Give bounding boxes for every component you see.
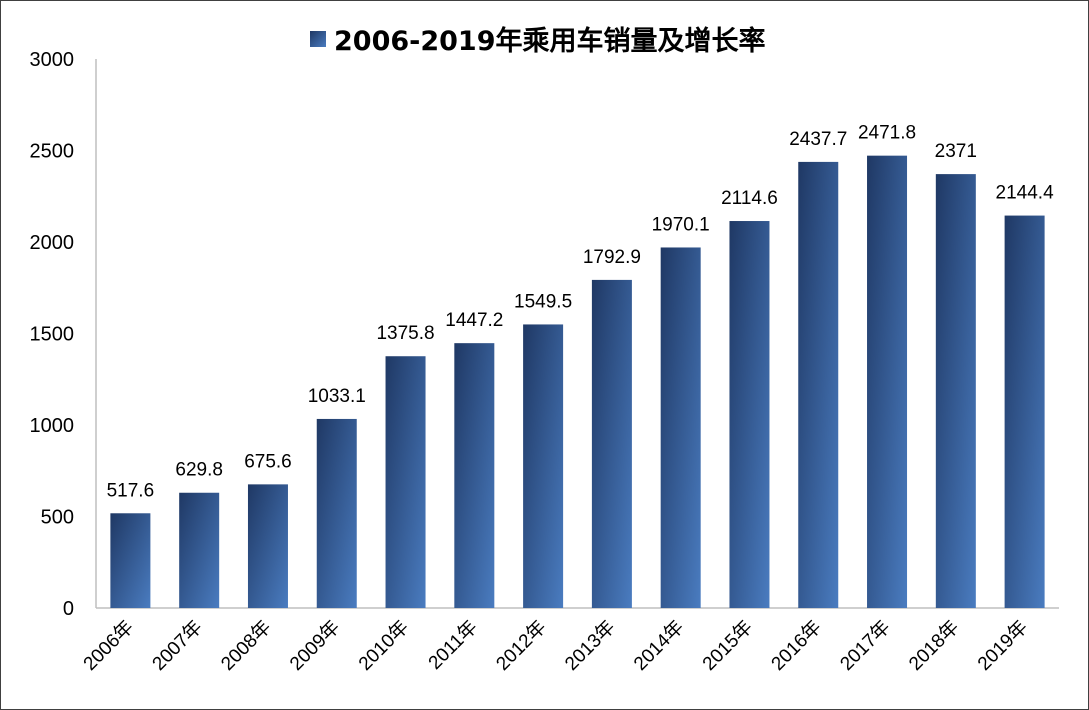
y-tick-label: 500 xyxy=(41,507,74,529)
y-tick-label: 1000 xyxy=(30,415,75,437)
data-label: 629.8 xyxy=(175,460,223,481)
bar xyxy=(591,279,632,608)
bar xyxy=(179,492,220,608)
chart-title: 2006-2019年乘用车销量及增长率 xyxy=(334,25,766,57)
data-labels: 517.6 629.8 675.6 1033.1 1375.8 1447.2 1549.5 1… xyxy=(107,123,1054,502)
bar xyxy=(247,484,288,608)
x-tick-label: 2019年 xyxy=(973,616,1032,675)
x-tick-label: 2008年 xyxy=(217,616,276,675)
legend-swatch xyxy=(310,31,326,47)
data-label: 2437.7 xyxy=(789,129,847,150)
bar xyxy=(660,247,701,609)
x-tick-label: 2011年 xyxy=(424,616,482,674)
x-tick-label: 2006年 xyxy=(79,616,138,675)
data-label: 2144.4 xyxy=(996,183,1055,204)
x-tick-label: 2018年 xyxy=(904,616,963,675)
x-tick-label: 2010年 xyxy=(354,616,413,675)
y-tick-label: 0 xyxy=(63,598,74,620)
bar xyxy=(935,174,976,608)
y-axis-ticks: 0 500 1000 1500 2000 2500 3000 xyxy=(30,49,75,620)
bar xyxy=(867,155,908,609)
y-tick-label: 2000 xyxy=(30,232,75,254)
bars xyxy=(110,155,1045,609)
data-label: 2114.6 xyxy=(721,188,778,209)
x-tick-label: 2015年 xyxy=(698,616,757,675)
data-label: 1792.9 xyxy=(583,247,641,268)
data-label: 2371 xyxy=(935,141,977,162)
x-axis-ticks: 2006年 2007年 2008年 2009年 2010年 2011年 2012年 2013年… xyxy=(79,616,1032,675)
data-label: 1033.1 xyxy=(308,386,366,407)
data-label: 1375.8 xyxy=(376,323,434,344)
x-tick-label: 2017年 xyxy=(836,616,895,675)
legend: 2006-2019年乘用车销量及增长率 xyxy=(310,25,766,57)
y-tick-label: 3000 xyxy=(30,49,75,71)
y-tick-label: 2500 xyxy=(30,141,75,163)
data-label: 2471.8 xyxy=(858,123,916,144)
bar xyxy=(316,418,357,608)
x-tick-label: 2009年 xyxy=(285,616,344,675)
y-tick-label: 1500 xyxy=(30,324,75,346)
data-label: 675.6 xyxy=(244,451,292,472)
data-label: 517.6 xyxy=(107,480,155,501)
x-tick-label: 2012年 xyxy=(492,616,551,675)
bar xyxy=(385,356,426,608)
bar xyxy=(798,161,839,609)
bar xyxy=(1004,215,1045,608)
x-tick-label: 2013年 xyxy=(561,616,620,675)
data-label: 1970.1 xyxy=(652,214,710,235)
data-label: 1447.2 xyxy=(445,310,503,331)
x-tick-label: 2007年 xyxy=(148,616,207,675)
bar xyxy=(454,343,495,608)
x-tick-label: 2016年 xyxy=(767,616,826,675)
x-tick-label: 2014年 xyxy=(629,616,688,675)
bar xyxy=(110,513,151,608)
data-label: 1549.5 xyxy=(514,291,572,312)
bar xyxy=(729,221,770,608)
bar xyxy=(523,324,564,608)
